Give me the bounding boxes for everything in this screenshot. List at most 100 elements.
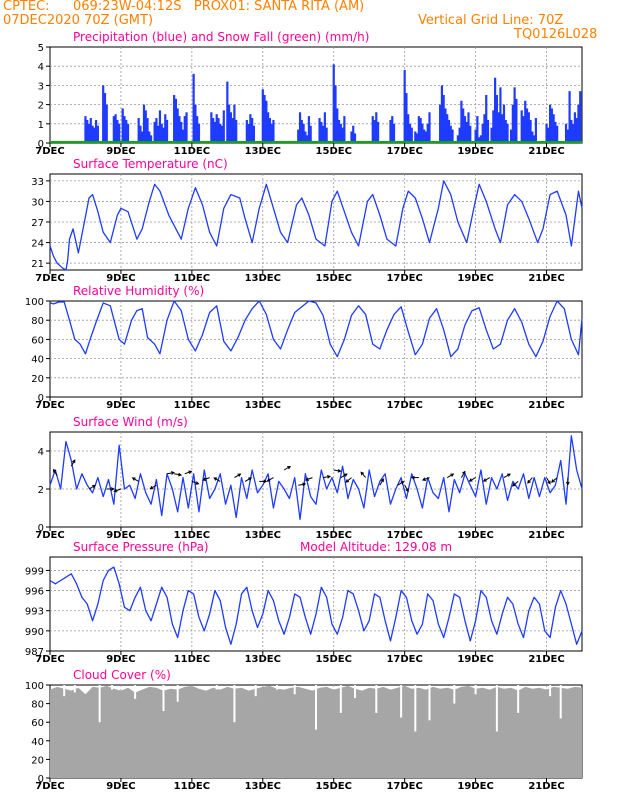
precip-bar xyxy=(153,121,156,143)
wind-arrow-head xyxy=(53,468,57,473)
x-tick-label: 15DEC xyxy=(316,781,352,792)
y-tick-label: 100 xyxy=(25,681,44,692)
panel-title: Precipitation (blue) and Snow Fall (gree… xyxy=(73,30,369,44)
wind-arrow-head xyxy=(400,481,405,485)
precip-bar xyxy=(463,116,467,143)
wind-arrow-head xyxy=(405,488,409,493)
precip-bar xyxy=(320,121,323,143)
wind-arrow xyxy=(283,466,291,471)
x-tick-label: 9DEC xyxy=(106,273,135,284)
x-tick-label: 13DEC xyxy=(245,400,281,411)
precip-bar xyxy=(515,98,518,143)
precip-bar xyxy=(89,118,92,143)
precip-bar xyxy=(389,119,392,143)
y-tick-label: 24 xyxy=(31,239,44,250)
x-tick-label: 11DEC xyxy=(174,781,210,792)
wind-arrow xyxy=(551,477,558,483)
wind-arrow-head xyxy=(188,470,193,474)
wind-arrow xyxy=(202,477,210,481)
y-tick-label: 1 xyxy=(38,120,44,131)
x-tick-label: 11DEC xyxy=(174,146,210,157)
wind-arrow-head xyxy=(547,480,551,485)
y-tick-label: 20 xyxy=(31,374,44,385)
y-tick-label: 996 xyxy=(25,587,44,598)
precip-bar xyxy=(405,93,408,143)
precip-bar xyxy=(478,137,481,143)
precip-bar xyxy=(118,123,121,143)
precip-bar xyxy=(492,110,495,143)
precip-bar xyxy=(579,91,582,143)
precip-bar xyxy=(428,112,431,143)
panel-frame xyxy=(49,556,583,652)
cloud-gap xyxy=(73,685,76,693)
precip-bar xyxy=(265,100,268,143)
y-tick-label: 0 xyxy=(38,774,44,785)
precip-bar xyxy=(270,123,273,143)
precip-bar xyxy=(341,127,344,143)
precip-bar xyxy=(570,119,573,143)
header-code: TQ0126L028 xyxy=(514,27,598,42)
precip-bar xyxy=(490,127,493,143)
precip-bar xyxy=(476,116,479,143)
wind-arrow xyxy=(512,481,519,487)
precip-bar xyxy=(479,135,483,143)
precip-bar xyxy=(511,104,514,143)
precip-bar xyxy=(141,131,144,143)
cloud-gap xyxy=(293,685,296,695)
precip-bar xyxy=(575,118,578,143)
precip-bar xyxy=(501,114,504,143)
y-tick-label: 987 xyxy=(25,647,44,658)
y-tick-label: 100 xyxy=(25,297,44,308)
precip-bar xyxy=(373,119,376,143)
precip-bar xyxy=(458,127,461,143)
x-tick-label: 17DEC xyxy=(386,400,422,411)
cloud-gap xyxy=(495,685,498,732)
precip-bar xyxy=(252,125,256,143)
precip-bar xyxy=(474,129,477,143)
x-tick-label: 11DEC xyxy=(174,400,210,411)
precip-bar xyxy=(481,123,484,143)
precip-bar xyxy=(309,125,312,143)
precip-bar xyxy=(502,104,506,143)
precip-bar xyxy=(323,112,326,143)
x-tick-label: 21DEC xyxy=(528,781,564,792)
precip-bar xyxy=(210,112,213,143)
wind-arrow xyxy=(150,484,157,490)
precip-bar xyxy=(228,104,231,143)
precip-bar xyxy=(96,125,99,143)
wind-arrow xyxy=(360,471,367,478)
precip-bar xyxy=(336,108,339,143)
precip-bar xyxy=(155,118,158,143)
y-tick-label: 5 xyxy=(38,43,44,54)
wind-arrow xyxy=(546,477,551,484)
precip-bar xyxy=(91,125,94,143)
x-tick-label: 21DEC xyxy=(528,273,564,284)
wind-arrow-head xyxy=(170,471,175,475)
precip-bar xyxy=(527,112,530,143)
cloud-gap xyxy=(254,685,257,697)
wind-arrow xyxy=(88,485,96,490)
precip-bar xyxy=(86,119,89,143)
precip-bar xyxy=(534,118,537,143)
precip-bar xyxy=(300,119,303,143)
precip-bar xyxy=(391,116,394,143)
cloud-gap xyxy=(215,685,218,690)
precip-bar xyxy=(426,123,429,143)
precip-bar xyxy=(566,129,569,143)
precip-bar xyxy=(95,119,98,143)
x-tick-label: 7DEC xyxy=(35,654,64,665)
precip-bar xyxy=(268,118,271,143)
precip-bar xyxy=(84,116,87,143)
precip-bar xyxy=(125,119,128,143)
precip-bar xyxy=(126,123,130,143)
wind-arrow-head xyxy=(302,482,307,487)
y-tick-label: 80 xyxy=(31,700,44,711)
precip-bar xyxy=(465,121,468,143)
wind-arrow-head xyxy=(410,475,415,480)
precip-bar xyxy=(192,73,195,143)
precip-bar xyxy=(123,116,126,143)
wind-arrow-head xyxy=(92,484,96,489)
precip-bar xyxy=(447,119,451,143)
cloud-gap xyxy=(339,685,342,713)
wind-arrow-head xyxy=(248,477,253,481)
